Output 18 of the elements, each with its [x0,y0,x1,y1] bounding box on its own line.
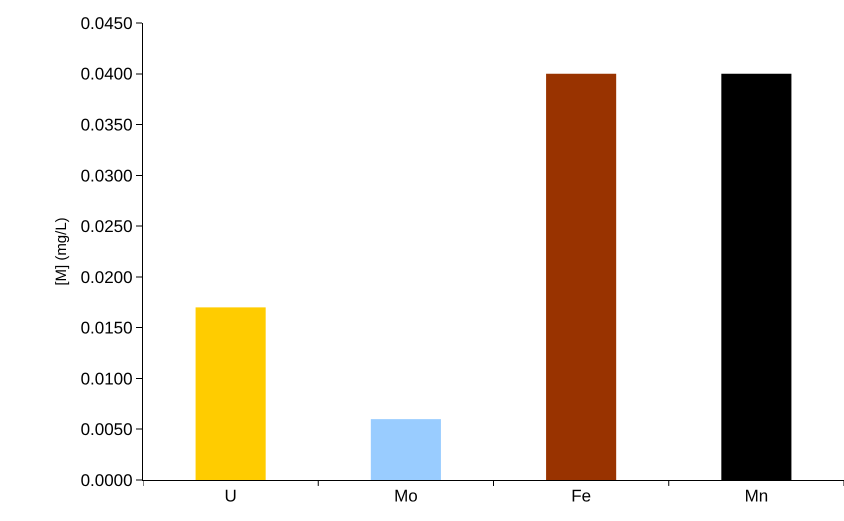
y-axis-title: [M] (mg/L) [52,217,70,286]
y-tick-label: 0.0250 [80,217,133,236]
y-tick-label: 0.0300 [80,166,133,186]
y-tick-label: 0.0050 [80,420,133,440]
x-tick-label: Mn [744,486,768,506]
y-tick-label: 0.0450 [80,14,133,33]
bar [196,307,266,480]
y-tick-label: 0.0200 [80,268,133,287]
x-tick-label: U [224,486,237,506]
x-tick-label: Fe [571,486,592,506]
y-tick-label: 0.0100 [80,369,133,388]
y-tick-label: 0.0150 [80,318,133,338]
y-tick-label: 0.0350 [80,116,133,135]
bar [546,74,616,480]
y-tick-label: 0.0000 [80,470,133,490]
bar [370,419,441,480]
y-tick-label: 0.0400 [80,64,133,84]
x-tick-label: Mo [394,486,418,506]
